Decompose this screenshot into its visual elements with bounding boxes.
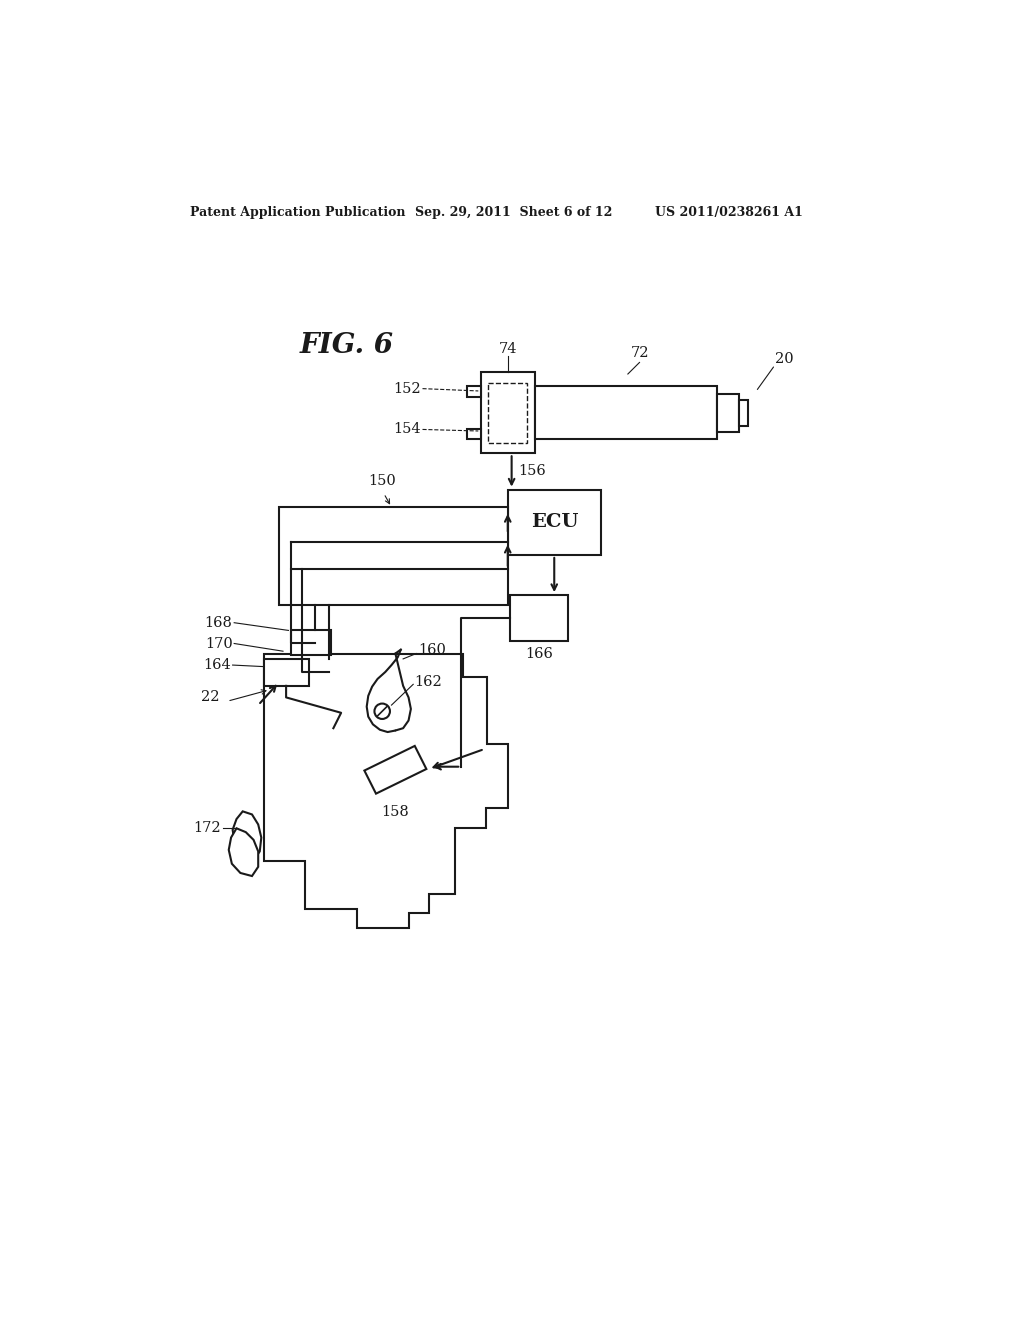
Bar: [510, 595, 568, 642]
Bar: [738, 400, 748, 425]
Polygon shape: [232, 812, 261, 861]
Text: 172: 172: [194, 821, 221, 836]
Bar: [508, 490, 601, 554]
Bar: [467, 387, 480, 397]
Text: 72: 72: [630, 346, 649, 360]
Text: ECU: ECU: [530, 513, 578, 531]
Bar: [535, 387, 717, 440]
Text: Sep. 29, 2011  Sheet 6 of 12: Sep. 29, 2011 Sheet 6 of 12: [415, 206, 612, 219]
Bar: [291, 631, 331, 655]
Text: 170: 170: [205, 636, 232, 651]
Text: Patent Application Publication: Patent Application Publication: [190, 206, 406, 219]
Bar: [717, 395, 738, 432]
Polygon shape: [365, 746, 426, 793]
Text: 158: 158: [382, 805, 410, 820]
Text: 22: 22: [201, 690, 219, 705]
Bar: [480, 372, 535, 453]
Text: 152: 152: [393, 381, 421, 396]
Text: 20: 20: [775, 351, 794, 366]
Text: 154: 154: [393, 422, 421, 437]
Text: 162: 162: [415, 675, 442, 689]
Circle shape: [375, 704, 390, 719]
Text: 156: 156: [518, 465, 546, 478]
Text: US 2011/0238261 A1: US 2011/0238261 A1: [655, 206, 803, 219]
Bar: [280, 507, 508, 605]
Text: 164: 164: [204, 659, 231, 672]
Bar: [467, 429, 480, 440]
Text: 168: 168: [205, 615, 232, 630]
Text: FIG. 6: FIG. 6: [300, 331, 394, 359]
Polygon shape: [228, 829, 258, 876]
Text: 160: 160: [419, 643, 446, 656]
Text: 150: 150: [369, 474, 396, 488]
Polygon shape: [263, 653, 508, 928]
Bar: [263, 659, 308, 686]
Text: 74: 74: [499, 342, 517, 355]
Bar: [488, 383, 527, 442]
Text: 166: 166: [525, 647, 553, 661]
